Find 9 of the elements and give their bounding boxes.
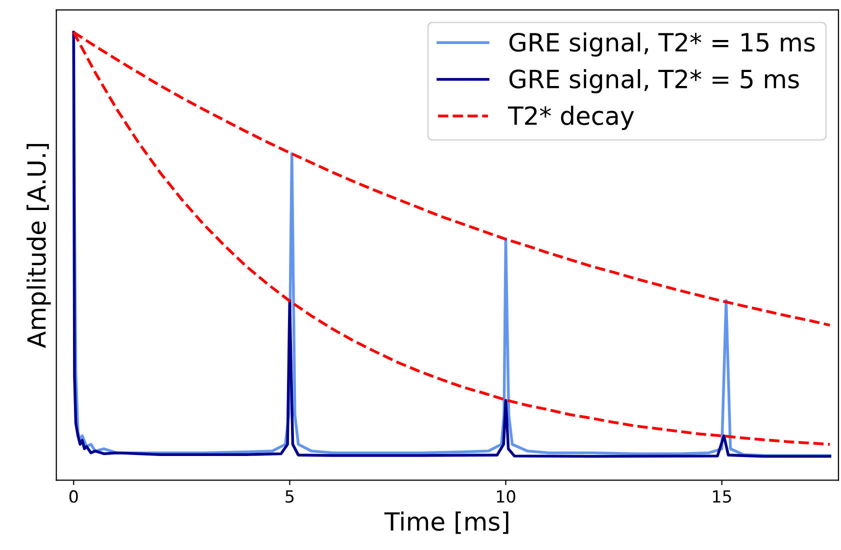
- legend-label: T2* decay: [508, 106, 634, 130]
- x-axis-title: Time [ms]: [384, 512, 508, 534]
- legend-label: GRE signal, T2* = 15 ms: [509, 32, 815, 57]
- x-tick-label: 10: [496, 490, 516, 503]
- legend-label: GRE signal, T2* = 5 ms: [509, 69, 799, 94]
- x-tick-label: 15: [713, 490, 731, 503]
- y-axis-title: Amplitude [A.U.]: [26, 144, 51, 348]
- x-tick-label: 0: [69, 490, 78, 503]
- x-tick-label: 5: [286, 490, 294, 503]
